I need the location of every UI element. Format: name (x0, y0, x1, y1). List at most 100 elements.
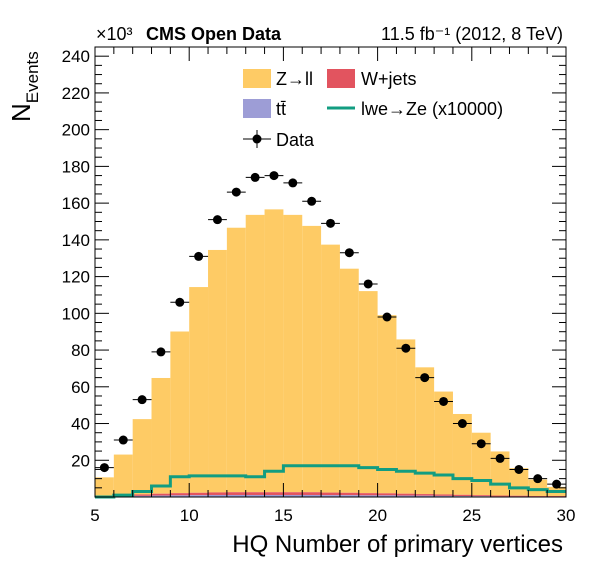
lwe-line-layer (95, 464, 566, 499)
data-marker (420, 373, 430, 383)
bar-zll (264, 209, 284, 493)
series-line-lwe (95, 464, 566, 499)
data-marker (307, 196, 317, 206)
data-point (321, 218, 340, 228)
data-marker (212, 215, 222, 225)
data-marker (514, 464, 524, 474)
bar-wjets (434, 494, 453, 496)
data-point (95, 463, 114, 473)
bar-wjets (339, 492, 359, 496)
data-marker (250, 172, 260, 182)
header-right: 11.5 fb⁻¹ (2012, 8 TeV) (381, 24, 563, 44)
data-marker (156, 347, 166, 357)
bar-zll (396, 339, 416, 494)
bar-zll (151, 377, 171, 494)
data-marker (363, 279, 373, 289)
bar-zll (245, 214, 265, 493)
bar-wjets (208, 492, 227, 495)
data-marker (118, 435, 128, 445)
bar-ttbar (396, 495, 416, 497)
data-marker (269, 171, 279, 181)
y-tick-label: 220 (62, 84, 90, 103)
data-marker (137, 395, 147, 405)
data-point (151, 347, 171, 357)
y-tick-label: 160 (62, 194, 90, 213)
bar-zll (226, 227, 246, 493)
data-point (396, 343, 416, 353)
y-tick-label: 20 (71, 451, 90, 470)
x-tick-label: 25 (462, 506, 481, 525)
y-tick-label: 60 (71, 378, 90, 397)
bar-ttbar (321, 495, 340, 497)
bar-zll (113, 454, 133, 495)
data-point (490, 453, 510, 463)
data-points-layer (95, 171, 566, 489)
data-marker (326, 218, 335, 228)
data-point (132, 395, 152, 405)
data-marker (552, 479, 562, 489)
legend-swatch-ttbar (243, 99, 271, 118)
data-point (283, 178, 303, 188)
data-point (339, 248, 359, 258)
bar-ttbar (151, 495, 171, 497)
bar-zll (377, 315, 397, 494)
data-point (509, 464, 529, 474)
y-axis-title-main: N (6, 103, 36, 122)
legend-label-lwe: lwe→Ze (x10000) (361, 99, 503, 119)
bar-wjets (377, 493, 397, 496)
bar-ttbar (170, 495, 190, 497)
bar-ttbar (302, 494, 322, 497)
bar-ttbar (132, 495, 152, 497)
bar-wjets (415, 494, 435, 496)
bar-wjets (302, 492, 322, 495)
data-marker (382, 312, 392, 322)
x-tick-label: 10 (180, 506, 199, 525)
legend-swatch-wjets (327, 69, 355, 88)
bar-wjets (471, 495, 491, 497)
legend-label-wjets: W+jets (361, 69, 417, 89)
data-marker (457, 419, 467, 429)
bar-wjets (547, 496, 566, 497)
y-tick-label: 140 (62, 231, 90, 250)
bar-zll (95, 477, 114, 496)
bar-wjets (245, 492, 265, 495)
y-axis-title-sub: Events (23, 51, 42, 103)
x-tick-label: 5 (90, 506, 99, 525)
bar-wjets (528, 496, 548, 497)
data-point (452, 419, 472, 429)
y-tick-label: 200 (62, 121, 90, 140)
legend-label-zll: Z→ll (276, 69, 313, 89)
bar-zll (302, 225, 322, 493)
data-point (264, 171, 284, 181)
data-point (377, 312, 397, 322)
bar-zll (452, 413, 472, 495)
bar-zll (415, 367, 435, 495)
data-point (208, 215, 227, 225)
data-marker (476, 439, 486, 449)
bar-wjets (509, 495, 529, 497)
y-tick-label: 80 (71, 341, 90, 360)
bar-zll (170, 331, 190, 494)
data-point (113, 435, 133, 445)
legend-label-ttbar: tt̄ (276, 99, 286, 119)
bar-zll (208, 249, 227, 493)
bar-zll (283, 214, 303, 493)
y-axis-title: NEvents (6, 51, 42, 122)
y-tick-label: 40 (71, 415, 90, 434)
x-tick-label: 30 (557, 506, 576, 525)
header-left: CMS Open Data (146, 24, 282, 44)
data-point (170, 297, 190, 307)
data-marker (99, 463, 109, 473)
data-point (471, 439, 491, 449)
data-marker (401, 343, 411, 353)
data-marker (288, 178, 298, 188)
y-tick-label: 240 (62, 47, 90, 66)
bar-wjets (396, 493, 416, 496)
bar-wjets (452, 494, 472, 497)
bar-zll (528, 479, 548, 497)
x-axis-title: HQ Number of primary vertices (232, 531, 563, 558)
bar-ttbar (226, 494, 246, 497)
y-tick-label: 100 (62, 304, 90, 323)
y-tick-label: 120 (62, 268, 90, 287)
bar-wjets (321, 492, 340, 496)
